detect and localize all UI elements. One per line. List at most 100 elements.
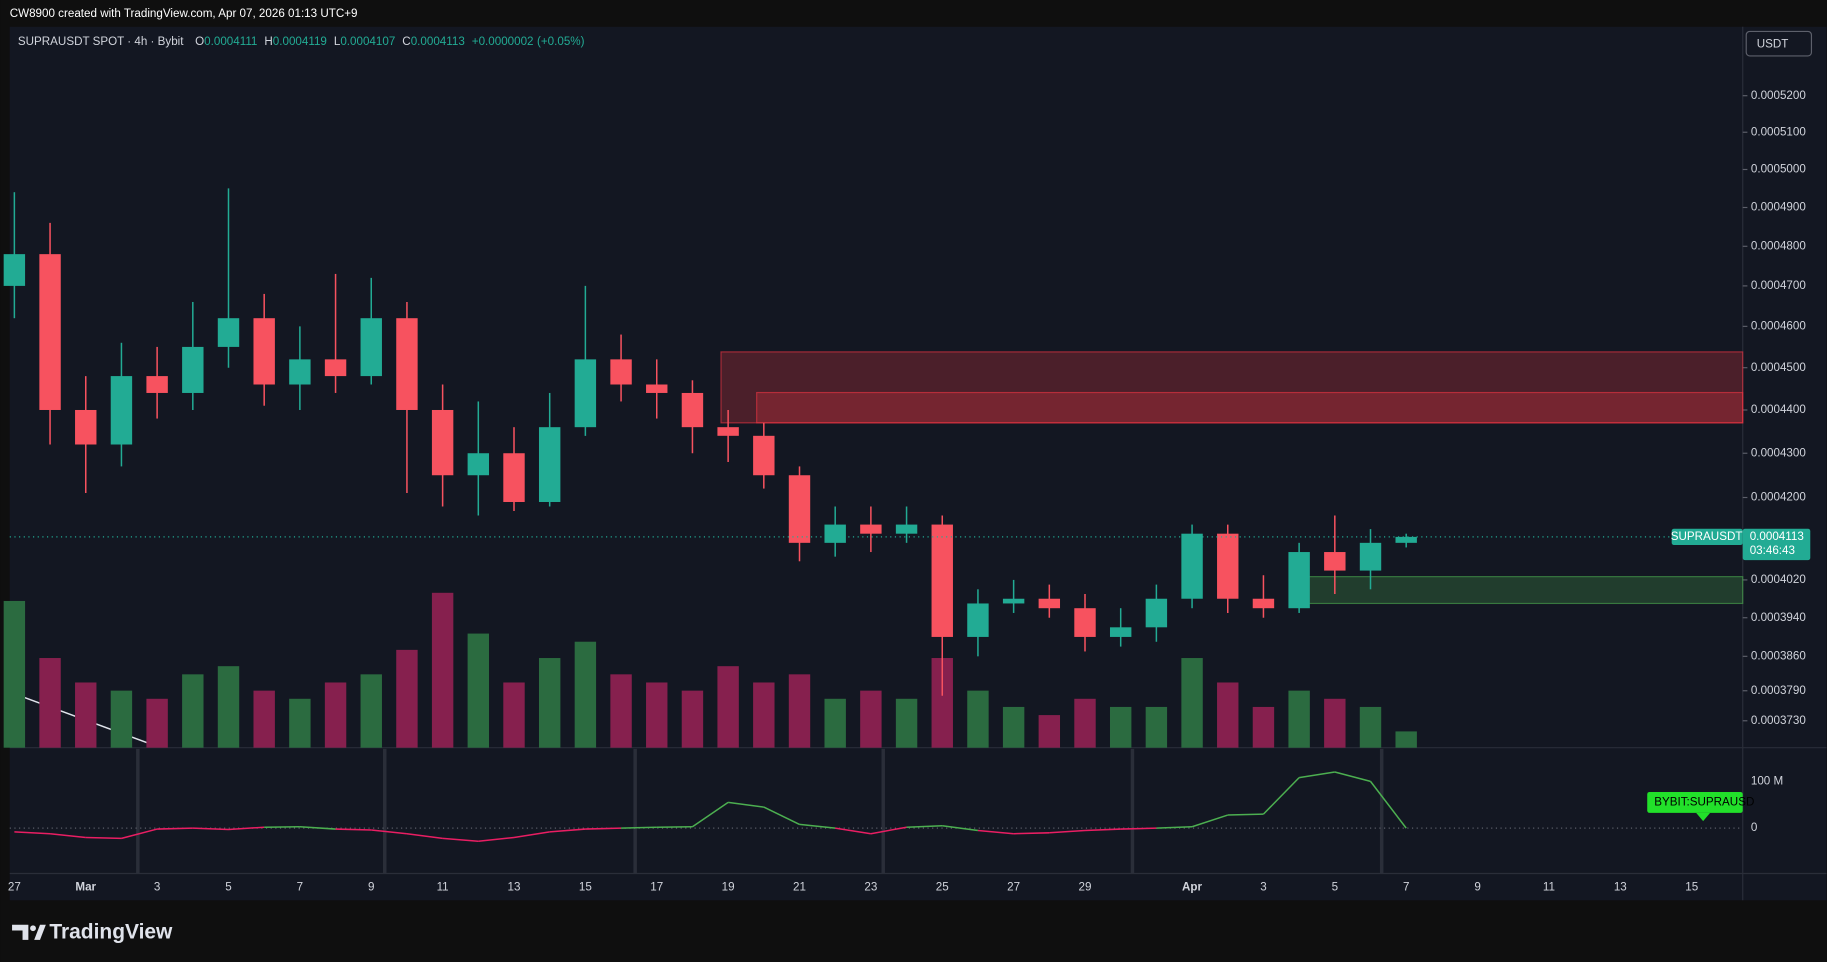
- x-tick-label: 13: [508, 881, 521, 894]
- candle-body: [574, 359, 597, 428]
- volume-bar: [646, 682, 668, 748]
- y-tick-label: 0.0003790: [1751, 684, 1806, 697]
- indicator-line: [1120, 827, 1157, 830]
- indicator-line: [1013, 832, 1050, 835]
- indicator-line: [942, 825, 979, 832]
- legend-key: O: [195, 35, 204, 48]
- volume-bar: [1252, 706, 1275, 748]
- volume-bar: [182, 674, 204, 748]
- y-tick-label: 0.0004200: [1751, 491, 1806, 504]
- candle-body: [717, 427, 739, 436]
- y-tick-label: 0.0004900: [1751, 201, 1806, 214]
- indicator-line: [621, 826, 657, 829]
- candle-body: [895, 524, 918, 534]
- volume-bar: [1002, 706, 1025, 748]
- volume-bar: [574, 641, 597, 748]
- countdown: 03:46:43: [1750, 544, 1795, 557]
- indicator-line: [1084, 828, 1121, 832]
- candle-body: [324, 359, 347, 377]
- currency-box[interactable]: [1745, 30, 1813, 57]
- volume-bar: [217, 666, 240, 748]
- indicator-line: [763, 806, 800, 826]
- indicator-line: [478, 836, 515, 842]
- candle-body: [753, 435, 775, 476]
- x-tick-label: 21: [793, 881, 806, 894]
- zone: [1302, 576, 1744, 605]
- indicator-tag: [1647, 791, 1743, 813]
- indicator-line: [1227, 813, 1264, 816]
- x-tick-label: 29: [1079, 881, 1092, 894]
- volume-bar: [753, 682, 775, 748]
- x-tick-label: 15: [1685, 881, 1698, 894]
- y-tick-label: 0.0004500: [1751, 361, 1806, 374]
- candle-body: [110, 376, 133, 445]
- candle-body: [146, 376, 168, 393]
- candle-body: [503, 453, 525, 502]
- indicator-tick-label: 100 M: [1751, 774, 1783, 787]
- x-tick-label: 23: [864, 881, 877, 894]
- footer-brand: TradingView: [49, 920, 173, 943]
- volume-bar: [1395, 731, 1417, 748]
- chart-area: [9, 26, 1827, 901]
- volume-bar: [1217, 682, 1239, 748]
- x-tick-label: Apr: [1182, 881, 1202, 894]
- volume-bar: [75, 682, 97, 748]
- volume-bar: [538, 658, 561, 748]
- y-tick-label: 0.0005200: [1751, 89, 1806, 102]
- y-tick-label: 0.0003730: [1751, 714, 1806, 727]
- y-tick-label: 0.0004600: [1751, 319, 1806, 332]
- volume-bar: [467, 633, 490, 748]
- x-tick-label: 27: [1007, 881, 1020, 894]
- volume-bar: [967, 690, 989, 748]
- indicator-line: [371, 829, 408, 835]
- volume-bar: [788, 674, 811, 748]
- indicator-line: [977, 829, 1014, 835]
- legend-value: 0.0004111: [204, 35, 257, 48]
- indicator-line: [1049, 829, 1086, 834]
- candle-body: [967, 603, 989, 637]
- indicator-name: BYBIT:SUPRAUSD: [1654, 796, 1754, 809]
- candle-body: [1145, 598, 1168, 628]
- indicator-line: [442, 837, 479, 842]
- x-tick-label: 7: [1403, 881, 1409, 894]
- price-tag-value: 0.0004113: [1750, 530, 1804, 543]
- candle-body: [1395, 536, 1417, 543]
- x-tick-label: 9: [1474, 881, 1480, 894]
- x-tick-label: 3: [154, 881, 160, 894]
- candle-body: [360, 318, 382, 377]
- volume-bar: [1109, 706, 1132, 748]
- volume-bar: [610, 674, 632, 748]
- candle-body: [1181, 533, 1203, 599]
- currency: USDT: [1757, 37, 1789, 50]
- y-tick-label: 0.0004700: [1751, 279, 1806, 292]
- x-tick-label: 3: [1260, 881, 1266, 894]
- candle-body: [39, 254, 61, 410]
- candle-body: [182, 346, 204, 393]
- legend-key: L: [334, 35, 341, 48]
- indicator-line: [692, 801, 729, 828]
- legend-title: SUPRAUSDT SPOT · 4h · Bybit: [18, 35, 184, 48]
- volume-bar: [253, 690, 275, 748]
- x-tick-label: 13: [1614, 881, 1627, 894]
- indicator-line: [1334, 771, 1371, 783]
- x-tick-label: 11: [1543, 881, 1555, 894]
- indicator-line: [299, 825, 336, 830]
- candle-body: [75, 409, 97, 445]
- volume-bar: [681, 690, 704, 748]
- volume-bar: [360, 674, 382, 748]
- x-tick-label: 27: [8, 881, 21, 894]
- volume-bar: [717, 666, 739, 748]
- indicator-line: [228, 826, 265, 831]
- indicator-line: [728, 801, 764, 808]
- volume-bar: [824, 698, 846, 748]
- indicator-line: [121, 828, 158, 840]
- y-tick-label: 0.0005000: [1751, 163, 1806, 176]
- volume-bar: [1288, 690, 1310, 748]
- volume-bar: [503, 682, 525, 748]
- candle-body: [538, 427, 561, 502]
- indicator-line: [1262, 777, 1300, 815]
- legend-value: 0.0004119: [273, 35, 327, 48]
- candle-body: [860, 524, 882, 534]
- symbol-tag-text: SUPRAUSDT: [1671, 530, 1743, 543]
